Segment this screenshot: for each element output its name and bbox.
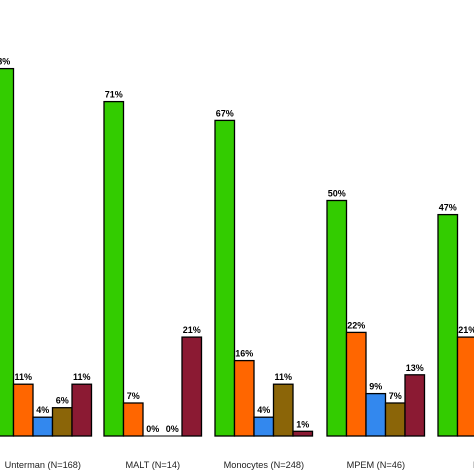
data-labels-layer: 8% 11% 4% 6% 11% 71% 7% 0% 0% 21% 67% 16% 4% 11% 1% 50%…	[0, 57, 474, 434]
data-label-4-0: 47%	[439, 203, 457, 213]
x-tick-labels-layer: Unterman (N=168) MALT (N=14) Monocytes (N=…	[5, 460, 474, 470]
bar-1-0	[103, 100, 125, 437]
data-label-2-4: 1%	[296, 419, 309, 429]
x-tick-label-0: Unterman (N=168)	[5, 460, 81, 470]
bar-2-3	[272, 383, 294, 437]
bar-2-1	[233, 359, 255, 437]
bars-layer	[0, 67, 474, 437]
data-label-2-1: 16%	[235, 349, 253, 359]
data-label-3-3: 7%	[389, 391, 402, 401]
bar-0-1	[12, 383, 34, 437]
data-label-1-2: 0%	[146, 424, 159, 434]
x-tick-label-3: MPEM (N=46)	[347, 460, 405, 470]
data-label-0-4: 11%	[73, 372, 91, 382]
bar-2-0	[214, 119, 236, 437]
bar-2-2	[253, 416, 275, 437]
data-label-1-0: 71%	[105, 90, 123, 100]
bar-3-0	[326, 199, 348, 437]
bar-0-4	[71, 383, 93, 437]
data-label-1-3: 0%	[166, 424, 179, 434]
bar-3-3	[384, 402, 406, 437]
bar-0-2	[32, 416, 54, 437]
x-tick-label-1: MALT (N=14)	[126, 460, 181, 470]
data-label-1-1: 7%	[127, 391, 140, 401]
bar-0-3	[51, 407, 73, 437]
bar-4-1	[456, 336, 474, 437]
data-label-0-1: 11%	[15, 372, 33, 382]
x-tick-label-2: Monocytes (N=248)	[224, 460, 304, 470]
bar-3-1	[345, 331, 367, 437]
data-label-2-2: 4%	[257, 405, 270, 415]
data-label-4-1: 21%	[458, 325, 474, 335]
bar-0-0	[0, 67, 15, 437]
data-label-3-1: 22%	[347, 320, 365, 330]
data-label-2-3: 11%	[275, 372, 293, 382]
data-label-2-0: 67%	[216, 108, 234, 118]
bar-3-4	[404, 374, 426, 437]
bar-1-1	[122, 402, 144, 437]
bar-4-0	[437, 213, 459, 437]
bar-1-4	[181, 336, 203, 437]
bar-3-2	[365, 392, 387, 437]
data-label-3-2: 9%	[369, 382, 382, 392]
data-label-1-4: 21%	[183, 325, 201, 335]
data-label-0-2: 4%	[36, 405, 49, 415]
data-label-3-4: 13%	[406, 363, 424, 373]
data-label-3-0: 50%	[328, 189, 346, 199]
bar-2-4	[292, 430, 314, 437]
data-label-0-0: 8%	[0, 57, 10, 67]
data-label-0-3: 6%	[56, 396, 69, 406]
